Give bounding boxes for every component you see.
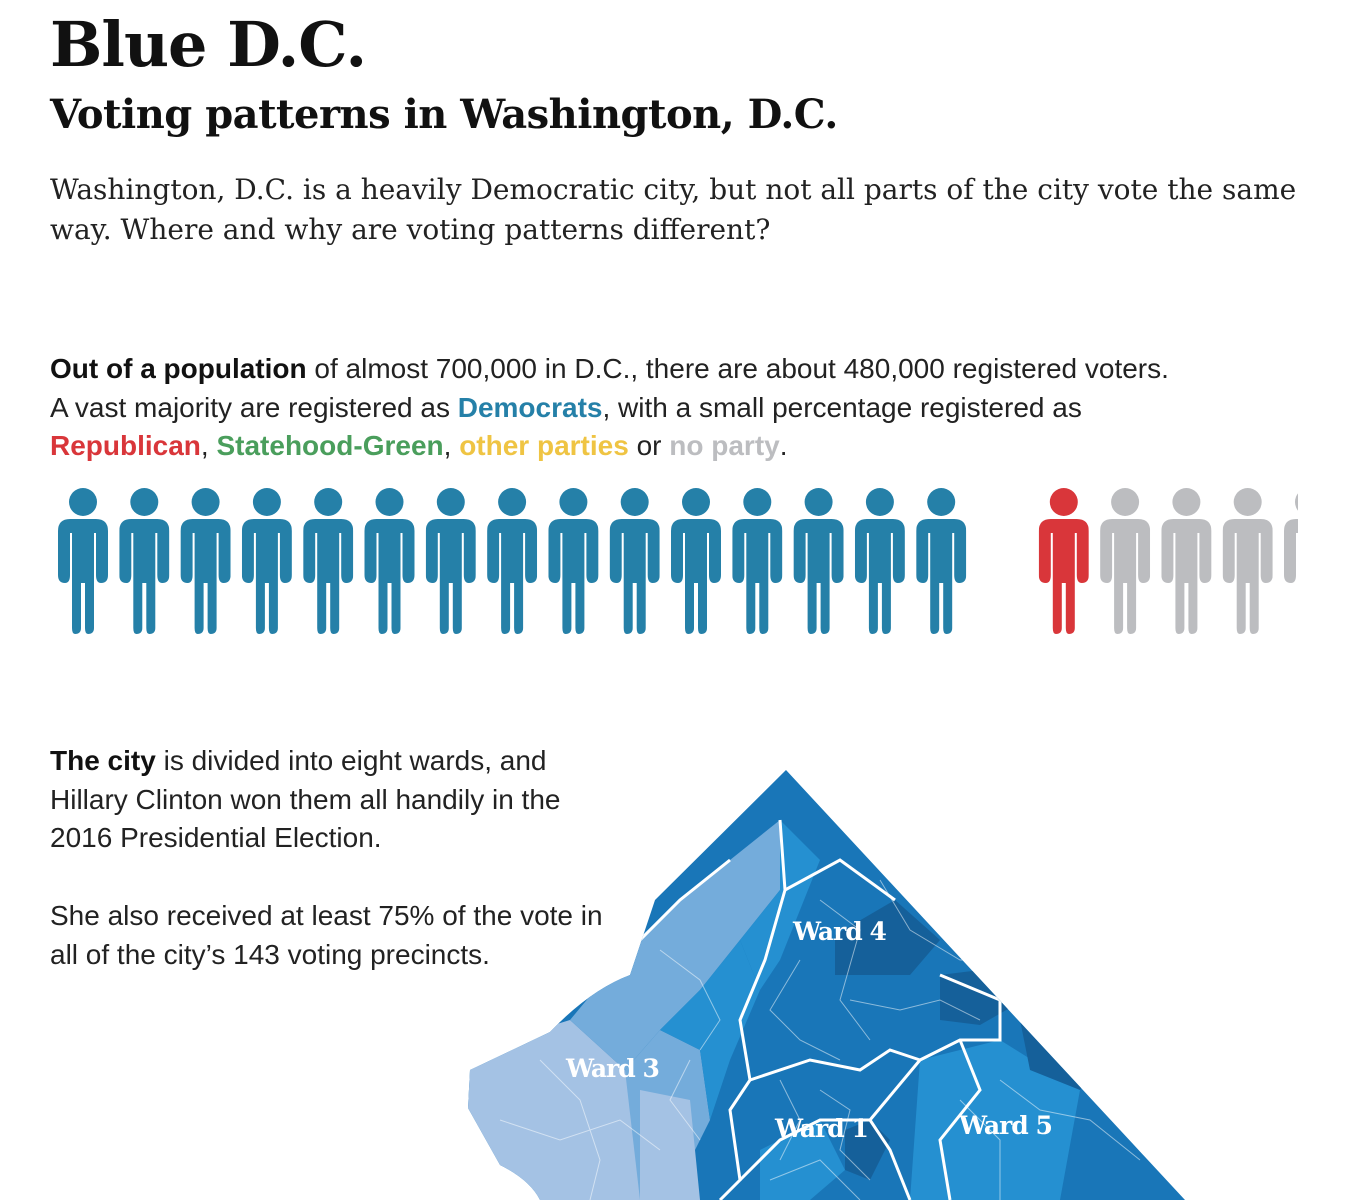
page-title: Blue D.C. — [50, 8, 367, 81]
voter-figure-democrats — [241, 488, 292, 634]
comma-2: , — [443, 430, 460, 461]
dc-ward-map: Ward 4 Ward 3 Ward 1 Ward 5 — [468, 770, 1185, 1200]
voter-figure-democrats — [487, 488, 538, 634]
precinct-paragraph: She also received at least 75% of the vo… — [50, 900, 603, 970]
voter-figure-no-party — [1161, 488, 1212, 634]
voter-figure-democrats — [854, 488, 905, 634]
voter-figure-democrats — [364, 488, 415, 634]
intro-paragraph: Washington, D.C. is a heavily Democratic… — [50, 173, 1297, 246]
population-paragraph: Out of a population of almost 700,000 in… — [50, 350, 1310, 466]
population-line2a: A vast majority are registered as — [50, 391, 458, 423]
period-text: . — [779, 430, 788, 461]
voter-figure-democrats — [58, 488, 108, 634]
ward5-center — [910, 1040, 1080, 1200]
democrats-label: Democrats — [457, 391, 603, 423]
voter-figure-democrats — [303, 488, 354, 634]
voter-figure-democrats — [793, 488, 844, 634]
voter-figure-no-party — [1100, 488, 1151, 634]
voter-figure-democrats — [425, 488, 476, 634]
or-text: or — [628, 430, 670, 461]
voter-figure-democrats — [732, 488, 783, 634]
voter-pictogram — [58, 488, 1298, 634]
voter-figure-republican — [1038, 488, 1089, 634]
no-party-label: no party — [669, 430, 780, 461]
ward3-upper — [570, 820, 780, 1070]
voter-stripe-statehood-green — [1001, 488, 1010, 634]
population-line1: of almost 700,000 in D.C., there are abo… — [306, 353, 1169, 384]
voter-stripe-democrats — [977, 488, 998, 634]
city-lead: The city — [50, 745, 156, 776]
population-lead: Out of a population — [50, 353, 307, 384]
ward3-lower — [640, 1090, 700, 1200]
voter-figure-no-party — [1222, 488, 1273, 634]
voter-figure-democrats — [671, 488, 721, 634]
page-subtitle: Voting patterns in Washington, D.C. — [50, 91, 838, 138]
ward3-area — [468, 1020, 670, 1200]
voter-figure-democrats — [609, 488, 660, 634]
ward5-label: Ward 5 — [958, 1111, 1052, 1140]
voter-figure-democrats — [916, 488, 967, 634]
ward4-label: Ward 4 — [792, 917, 886, 946]
city-paragraph: The city is divided into eight wards, an… — [50, 742, 610, 858]
voter-figure-democrats — [548, 488, 599, 634]
voter-figure-democrats — [180, 488, 231, 634]
ward3-label: Ward 3 — [565, 1054, 659, 1083]
population-line2b: , with a small percentage registered as — [602, 391, 1082, 423]
ward3-east — [660, 940, 760, 1120]
voter-stripe-other-parties — [997, 488, 1002, 634]
other-parties-label: other parties — [459, 430, 629, 461]
ward1-label: Ward 1 — [774, 1114, 868, 1143]
voter-stripe-republican — [1013, 488, 1028, 634]
ward4-dark-1 — [835, 900, 940, 975]
comma-1: , — [200, 430, 217, 461]
republican-label: Republican — [50, 430, 201, 461]
voter-stripe-other-parties — [1009, 488, 1014, 634]
voter-figure-democrats — [119, 488, 170, 634]
statehood-green-label: Statehood-Green — [216, 430, 444, 461]
voter-figure-no-party — [1284, 488, 1298, 634]
precinct-boundaries — [499, 879, 1141, 1200]
voter-figure-mixed — [977, 488, 1028, 634]
city-rest: is divided into eight wards, and Hillary… — [50, 745, 561, 853]
